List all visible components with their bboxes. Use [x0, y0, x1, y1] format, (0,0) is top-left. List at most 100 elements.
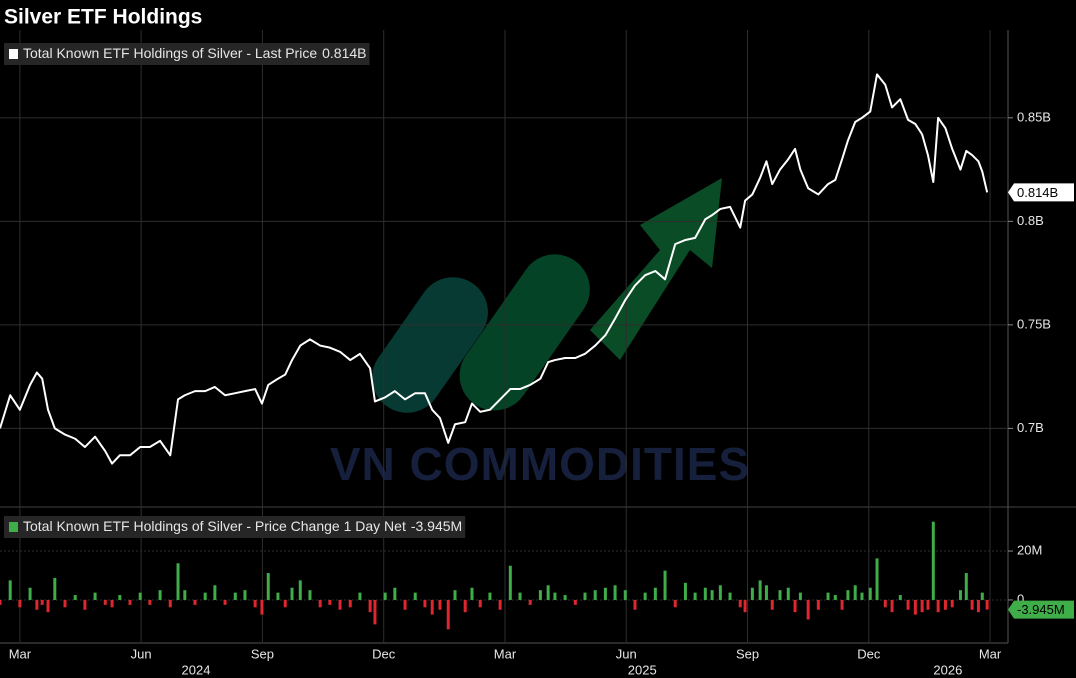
bar: [703, 587, 707, 600]
bar: [970, 599, 974, 610]
last-value-label: -3.945M: [1017, 602, 1065, 617]
legend-last-value: 0.814B: [322, 45, 366, 61]
chart-title: Silver ETF Holdings: [4, 6, 202, 29]
x-tick-label: Mar: [494, 646, 517, 661]
y-tick-label: 0: [1017, 591, 1024, 606]
bar: [603, 587, 607, 600]
bar: [8, 580, 12, 600]
bar: [290, 587, 294, 600]
bar: [63, 599, 67, 608]
legend-entry: Total Known ETF Holdings of Silver - Las…: [23, 45, 367, 61]
y-tick-label: 0.8B: [1017, 213, 1044, 228]
bar: [93, 592, 97, 600]
bar: [138, 592, 142, 600]
legend-swatch: [9, 522, 18, 532]
bar: [926, 599, 930, 610]
watermark-logo: [372, 178, 722, 413]
last-value-tag: [1008, 183, 1074, 202]
bar: [816, 599, 820, 610]
bar: [846, 590, 850, 600]
bar: [623, 590, 627, 600]
bar: [806, 599, 810, 620]
bar: [683, 582, 687, 600]
bar: [358, 592, 362, 600]
bar: [573, 599, 577, 605]
legend-entry: Total Known ETF Holdings of Silver - Pri…: [23, 518, 462, 534]
bar: [423, 599, 427, 608]
bar: [643, 592, 647, 600]
bar: [243, 590, 247, 600]
bar: [266, 573, 270, 600]
bar: [943, 599, 947, 610]
bar: [260, 599, 264, 615]
bar: [883, 599, 887, 608]
bar: [35, 599, 39, 610]
bar: [976, 599, 980, 613]
bar: [183, 590, 187, 600]
bar: [283, 599, 287, 608]
bar: [633, 599, 637, 610]
bar: [223, 599, 227, 605]
x-tick-label: Dec: [372, 646, 396, 661]
x-tick-label: Mar: [9, 646, 32, 661]
bar: [318, 599, 322, 608]
x-tick-label: Jun: [616, 646, 637, 661]
bar: [518, 592, 522, 600]
bar: [438, 599, 442, 610]
plot: [0, 521, 989, 630]
bar: [750, 587, 754, 600]
bar: [158, 590, 162, 600]
legend-name: Total Known ETF Holdings of Silver - Pri…: [23, 518, 406, 534]
bar: [538, 590, 542, 600]
bar: [470, 587, 474, 600]
bar: [148, 599, 152, 605]
bar: [950, 599, 954, 608]
bar: [738, 599, 742, 608]
bar: [298, 580, 302, 600]
x-tick-label: Jun: [131, 646, 152, 661]
bar: [478, 599, 482, 608]
bar: [553, 592, 557, 600]
bar: [233, 592, 237, 600]
bar: [18, 599, 22, 608]
bar: [176, 563, 180, 600]
bar: [906, 599, 910, 610]
bar: [868, 587, 872, 600]
bar: [920, 599, 924, 613]
bar: [593, 590, 597, 600]
year-label: 2025: [628, 662, 657, 677]
bar: [853, 585, 857, 600]
bar: [980, 592, 984, 600]
bar: [393, 587, 397, 600]
bar: [373, 599, 377, 625]
bar: [213, 585, 217, 600]
bar: [508, 565, 512, 600]
year-label: 2024: [182, 662, 211, 677]
bar: [728, 592, 732, 600]
bar: [40, 599, 44, 605]
bar: [118, 595, 122, 600]
bar: [931, 521, 935, 600]
bar: [203, 592, 207, 600]
bar: [46, 599, 50, 613]
y-tick-label: 0.85B: [1017, 109, 1051, 124]
bar: [488, 592, 492, 600]
bar: [860, 592, 864, 600]
bar: [833, 595, 837, 600]
bar: [563, 595, 567, 600]
bar: [743, 599, 747, 613]
bar: [453, 590, 457, 600]
bar: [786, 587, 790, 600]
bar: [693, 592, 697, 600]
logo-bar: [459, 254, 590, 411]
bar: [798, 592, 802, 600]
legend-box: [4, 43, 370, 65]
bar: [936, 599, 940, 613]
x-tick-label: Sep: [251, 646, 274, 661]
legend-box: [4, 516, 466, 538]
y-tick-label: 0.75B: [1017, 316, 1051, 331]
year-label: 2026: [933, 662, 962, 677]
x-tick-label: Sep: [736, 646, 759, 661]
legend-last-value: -3.945M: [411, 518, 462, 534]
